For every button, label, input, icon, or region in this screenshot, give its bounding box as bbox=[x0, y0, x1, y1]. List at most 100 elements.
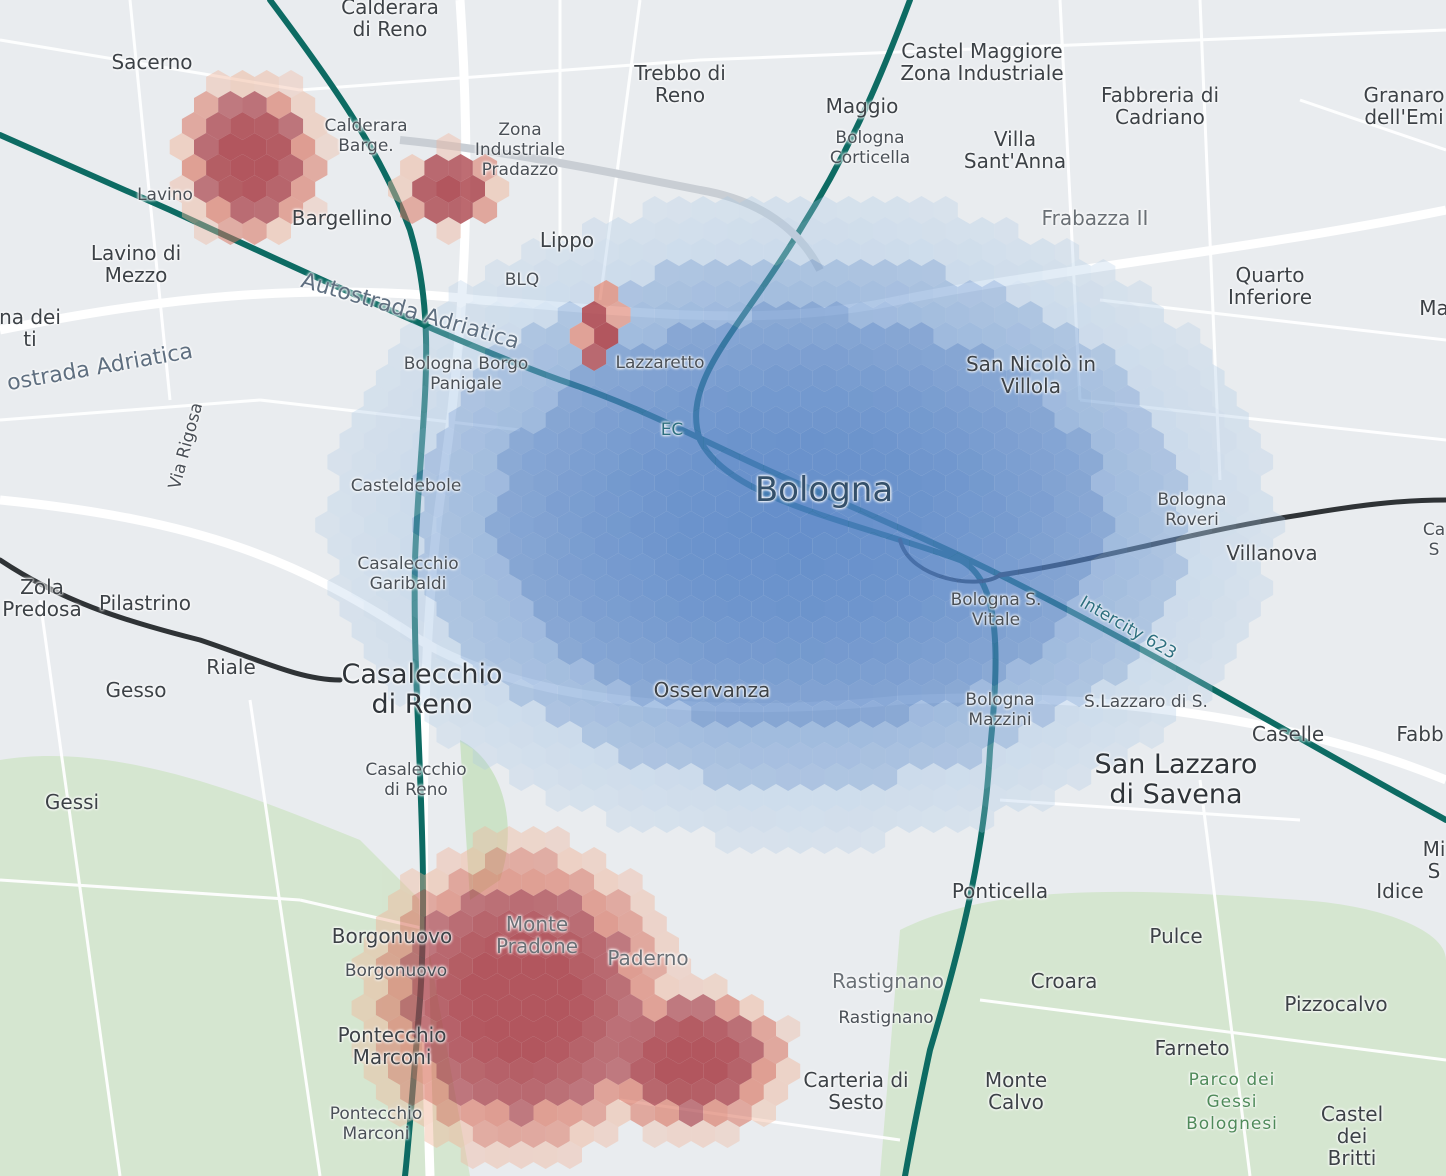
hex-cell bbox=[1176, 322, 1201, 350]
place-label-ponticella: Ponticella bbox=[951, 879, 1049, 903]
hex-cell bbox=[727, 805, 752, 833]
hex-cell bbox=[630, 1015, 655, 1043]
minor-road bbox=[999, 798, 1301, 822]
hex-cell bbox=[824, 427, 849, 455]
hex-cell bbox=[873, 553, 898, 581]
hex-cell bbox=[1127, 574, 1152, 602]
hex-cell bbox=[509, 1015, 534, 1043]
hex-cell bbox=[824, 805, 849, 833]
hex-cell bbox=[776, 469, 801, 497]
hex-cell bbox=[957, 364, 983, 392]
hex-cell bbox=[606, 1057, 631, 1085]
hex-cell bbox=[703, 1099, 728, 1127]
hex-cell bbox=[1200, 490, 1225, 518]
hex-cell bbox=[557, 301, 582, 329]
hex-cell bbox=[485, 931, 510, 959]
hex-cell bbox=[945, 343, 970, 371]
hex-cell bbox=[388, 595, 413, 623]
hex-cell bbox=[460, 847, 485, 875]
hex-cell bbox=[739, 280, 764, 308]
hex-cell bbox=[666, 574, 692, 602]
place-label-casalecchio-station: Casalecchio di Reno bbox=[365, 760, 467, 800]
hex-cell bbox=[533, 553, 558, 581]
hex-cell bbox=[1115, 301, 1140, 329]
hex-cell bbox=[1030, 322, 1055, 350]
hex-cell bbox=[436, 217, 461, 245]
hex-cell bbox=[594, 742, 619, 770]
hex-cell bbox=[618, 952, 643, 980]
hex-cell bbox=[994, 595, 1019, 623]
hex-cell bbox=[1176, 490, 1201, 518]
minor-road bbox=[248, 699, 322, 1176]
hex-cell bbox=[424, 952, 449, 980]
hex-cell bbox=[788, 784, 813, 812]
hex-cell bbox=[969, 679, 995, 707]
hex-cell bbox=[424, 616, 449, 644]
hex-cell bbox=[400, 658, 425, 686]
hex-cell bbox=[448, 574, 473, 602]
hex-cell bbox=[472, 574, 498, 602]
hex-cell bbox=[509, 973, 534, 1001]
hex-cell bbox=[1127, 700, 1152, 728]
hex-cell bbox=[897, 217, 922, 245]
hex-cell bbox=[545, 952, 570, 980]
hex-cell bbox=[1066, 469, 1092, 497]
hex-cell bbox=[1066, 679, 1092, 707]
hex-cell bbox=[969, 301, 995, 329]
hex-cell bbox=[921, 343, 946, 371]
hex-cell bbox=[860, 196, 886, 224]
hex-cell bbox=[1006, 322, 1031, 350]
hex-cell bbox=[1139, 679, 1164, 707]
hex-cell bbox=[776, 763, 801, 791]
hex-cell bbox=[545, 994, 570, 1022]
hex-cell bbox=[1018, 343, 1043, 371]
hex-cell bbox=[630, 259, 655, 287]
hex-cell bbox=[727, 721, 752, 749]
hex-cell bbox=[654, 385, 679, 413]
hex-cell bbox=[1054, 490, 1080, 518]
hex-cell bbox=[860, 532, 886, 560]
hex-cell bbox=[630, 217, 655, 245]
hex-cell bbox=[873, 469, 898, 497]
hex-cell bbox=[521, 238, 546, 266]
hex-cell bbox=[788, 574, 813, 602]
minor-road bbox=[699, 28, 1446, 62]
hex-cell bbox=[1103, 280, 1128, 308]
hex-cell bbox=[569, 658, 595, 686]
hex-cell bbox=[485, 469, 510, 497]
hex-cell bbox=[327, 490, 352, 518]
hex-cell bbox=[739, 616, 764, 644]
hex-cell bbox=[969, 427, 995, 455]
hex-cell bbox=[400, 154, 425, 182]
hex-cell bbox=[642, 280, 667, 308]
hex-cell bbox=[873, 637, 898, 665]
hex-cell bbox=[885, 406, 910, 434]
hex-cell bbox=[715, 196, 740, 224]
hex-cell bbox=[848, 385, 873, 413]
hex-cell bbox=[594, 994, 619, 1022]
place-label-riale: Riale bbox=[206, 655, 256, 679]
hex-cell bbox=[1079, 700, 1104, 728]
hex-cell bbox=[836, 364, 861, 392]
place-label-borgonuovo: Borgonuovo bbox=[331, 924, 453, 948]
hex-cell bbox=[509, 721, 534, 749]
hex-cell bbox=[921, 427, 946, 455]
hex-cell bbox=[885, 574, 910, 602]
hex-cell bbox=[715, 322, 740, 350]
hex-cell bbox=[460, 1057, 485, 1085]
hex-cell bbox=[824, 259, 849, 287]
hex-cell bbox=[460, 1015, 485, 1043]
hex-cell bbox=[424, 1036, 449, 1064]
hex-cell bbox=[582, 1099, 607, 1127]
hex-cell bbox=[169, 175, 194, 203]
minor-road bbox=[1058, 0, 1082, 401]
hex-cell bbox=[630, 469, 655, 497]
hex-cell bbox=[679, 343, 704, 371]
hex-cell bbox=[194, 175, 219, 203]
hex-cell bbox=[472, 616, 498, 644]
hex-cell bbox=[557, 721, 582, 749]
hex-cell bbox=[1103, 532, 1128, 560]
hex-cell bbox=[909, 406, 934, 434]
hex-cell bbox=[412, 427, 437, 455]
